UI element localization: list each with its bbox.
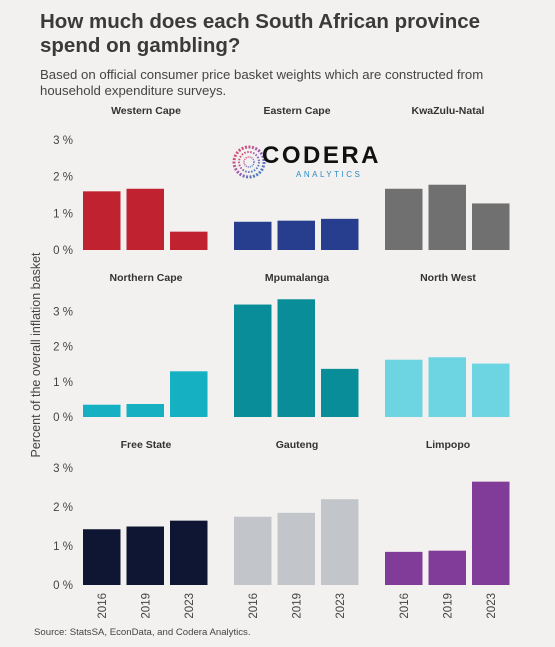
chart-title: How much does each South African provinc… (40, 10, 481, 57)
x-tick-label: 2023 (184, 593, 196, 619)
x-tick-label: 2019 (140, 593, 152, 619)
panel-title: Northern Cape (110, 272, 183, 284)
bar-gauteng-2023 (321, 499, 359, 585)
x-tick-label: 2023 (335, 593, 347, 619)
y-tick-label: 2 % (53, 172, 73, 184)
y-tick-label: 3 % (53, 463, 73, 475)
bar-mpumalanga-2023 (321, 368, 359, 417)
chart-source: Source: StatsSA, EconData, and Codera An… (34, 627, 251, 638)
logo-wordmark: CODERA (262, 142, 382, 169)
y-tick-label: 3 % (53, 307, 73, 319)
bar-free-state-2019 (126, 526, 164, 585)
y-tick-label: 1 % (53, 541, 73, 553)
panel-title: North West (420, 272, 476, 284)
x-tick-label: 2016 (97, 593, 109, 619)
y-tick-label: 2 % (53, 502, 73, 514)
bar-limpopo-2019 (428, 550, 466, 585)
bar-free-state-2023 (170, 520, 208, 585)
bar-western-cape-2023 (170, 231, 208, 250)
bar-kwazulu-natal-2023 (472, 203, 510, 250)
bar-north-west-2023 (472, 363, 510, 417)
bar-limpopo-2016 (385, 551, 423, 585)
panel-title: Western Cape (111, 105, 181, 117)
x-tick-label: 2023 (486, 593, 498, 619)
panel-title: Gauteng (276, 439, 319, 451)
chart-subtitle: Based on official consumer price basket … (40, 67, 484, 98)
panel-title: Mpumalanga (265, 272, 329, 284)
y-tick-label: 2 % (53, 342, 73, 354)
bar-free-state-2016 (83, 529, 121, 585)
bar-kwazulu-natal-2019 (428, 184, 466, 250)
bar-northern-cape-2019 (126, 403, 164, 417)
bar-mpumalanga-2016 (234, 304, 272, 417)
bar-gauteng-2016 (234, 516, 272, 585)
x-tick-label: 2016 (248, 593, 260, 619)
panel-title: Free State (121, 439, 172, 451)
y-axis-label: Percent of the overall inflation basket (29, 252, 43, 458)
bar-north-west-2016 (385, 359, 423, 417)
bar-kwazulu-natal-2016 (385, 188, 423, 250)
bar-mpumalanga-2019 (277, 299, 315, 417)
logo-globe-icon (232, 145, 266, 179)
bar-northern-cape-2023 (170, 371, 208, 417)
x-tick-label: 2019 (291, 593, 303, 619)
y-tick-label: 1 % (53, 377, 73, 389)
bar-eastern-cape-2019 (277, 220, 315, 250)
bar-eastern-cape-2023 (321, 218, 359, 250)
panel-title: Eastern Cape (263, 105, 330, 117)
y-tick-label: 1 % (53, 208, 73, 220)
panel-title: KwaZulu-Natal (412, 105, 485, 117)
bar-western-cape-2019 (126, 188, 164, 250)
x-tick-label: 2019 (442, 593, 454, 619)
bar-eastern-cape-2016 (234, 221, 272, 250)
y-tick-label: 0 % (53, 245, 73, 257)
logo-subtext: ANALYTICS (296, 170, 363, 179)
x-tick-label: 2016 (399, 593, 411, 619)
codera-logo: CODERA ANALYTICS (232, 140, 379, 184)
y-tick-label: 3 % (53, 135, 73, 147)
y-tick-label: 0 % (53, 580, 73, 592)
bar-north-west-2019 (428, 357, 466, 417)
y-tick-label: 0 % (53, 412, 73, 424)
panel-title: Limpopo (426, 439, 470, 451)
bar-gauteng-2019 (277, 512, 315, 585)
bar-northern-cape-2016 (83, 404, 121, 417)
bar-western-cape-2016 (83, 191, 121, 250)
bar-limpopo-2023 (472, 481, 510, 585)
